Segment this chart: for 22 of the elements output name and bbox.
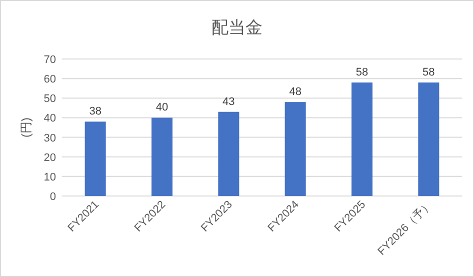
bar xyxy=(418,82,440,196)
bar xyxy=(284,102,306,196)
bar xyxy=(218,112,240,196)
chart-title: 配当金 xyxy=(212,18,262,37)
data-label: 43 xyxy=(222,96,235,108)
data-label: 38 xyxy=(89,106,102,118)
y-axis-title: (円) xyxy=(19,118,33,138)
y-tick-label: 40 xyxy=(44,112,56,125)
bar xyxy=(152,118,172,196)
data-label: 58 xyxy=(422,66,435,78)
y-tick-label: 0 xyxy=(50,191,56,203)
y-tick-label: 70 xyxy=(44,54,56,66)
bar xyxy=(84,122,106,196)
bar xyxy=(352,82,372,196)
y-tick-label: 10 xyxy=(44,171,56,184)
y-tick-label: 60 xyxy=(44,74,56,86)
data-label: 48 xyxy=(289,86,302,98)
y-tick-label: 20 xyxy=(44,152,56,164)
y-tick-label: 50 xyxy=(44,93,56,106)
y-tick-label: 30 xyxy=(44,132,56,144)
data-label: 40 xyxy=(156,102,168,114)
data-label: 58 xyxy=(356,66,368,78)
